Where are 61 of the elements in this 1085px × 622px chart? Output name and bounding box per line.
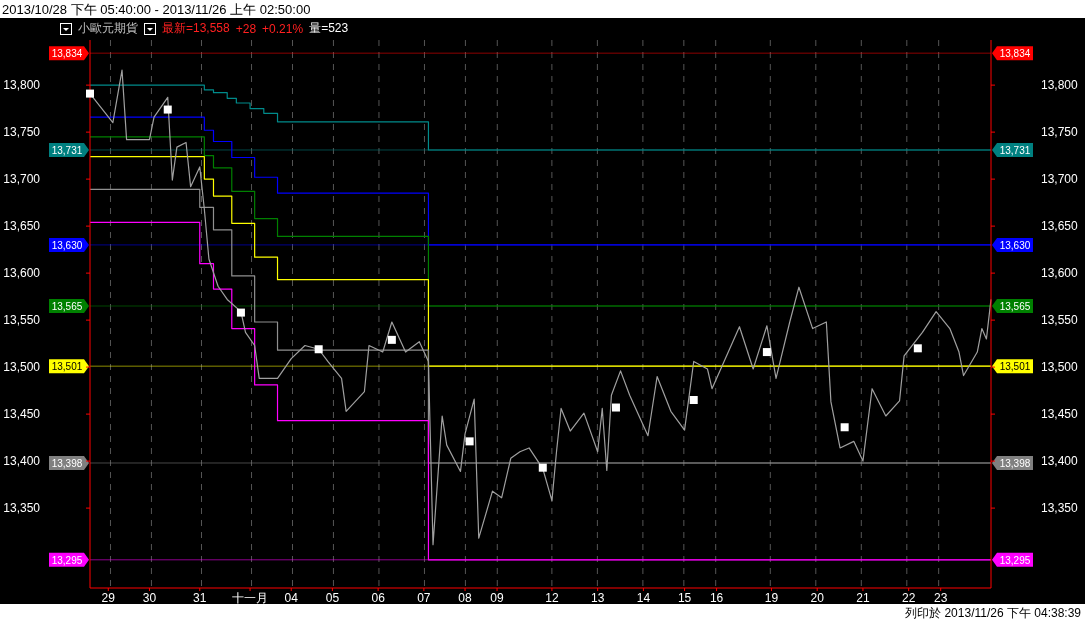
y-tick-label: 13,400 bbox=[3, 454, 41, 469]
x-tick-label: 16 bbox=[709, 590, 724, 605]
y2-tick-label: 13,400 bbox=[1041, 454, 1079, 469]
ref-line-label: 13,565 bbox=[51, 301, 83, 313]
chart-title: 2013/10/28 下午 05:40:00 - 2013/11/26 上午 02:50:00 bbox=[2, 1, 311, 19]
x-tick-label: 12 bbox=[545, 590, 559, 605]
x-tick-label: 14 bbox=[636, 590, 651, 605]
y2-tick-label: 13,650 bbox=[1041, 219, 1079, 234]
x-tick-label: 07 bbox=[417, 590, 431, 605]
x-tick-label: 22 bbox=[902, 590, 916, 605]
y2-tick-label: 13,700 bbox=[1041, 172, 1079, 187]
text: 13,501 bbox=[999, 361, 1031, 373]
y-tick-label: 13,500 bbox=[3, 360, 41, 375]
ref-line-label: 13,501 bbox=[51, 361, 83, 373]
x-tick-label: 05 bbox=[325, 590, 340, 605]
y2-tick-label: 13,500 bbox=[1041, 360, 1079, 375]
y-tick-label: 13,600 bbox=[3, 266, 41, 281]
text: 13,565 bbox=[999, 301, 1031, 313]
y2-tick-label: 13,800 bbox=[1041, 78, 1079, 93]
text: 最新=13,558 bbox=[162, 20, 230, 37]
x-tick-label: 30 bbox=[142, 590, 157, 605]
y-tick-label: 13,750 bbox=[3, 125, 41, 140]
x-tick-label: 31 bbox=[193, 590, 207, 605]
text: +28 bbox=[235, 21, 257, 36]
x-tick-label: 29 bbox=[101, 590, 116, 605]
x-tick-label: 06 bbox=[371, 590, 386, 605]
x-tick-label: 19 bbox=[764, 590, 779, 605]
ref-line-label: 13,834 bbox=[51, 48, 83, 60]
y2-tick-label: 13,750 bbox=[1041, 125, 1079, 140]
ref-line-label: 13,398 bbox=[51, 457, 83, 469]
text: 13,731 bbox=[999, 144, 1031, 156]
y2-tick-label: 13,600 bbox=[1041, 266, 1079, 281]
y2-tick-label: 13,450 bbox=[1041, 407, 1079, 422]
text: +0.21% bbox=[262, 21, 304, 36]
ref-line-label: 13,731 bbox=[51, 144, 83, 156]
text: 13,834 bbox=[999, 48, 1031, 60]
y-tick-label: 13,650 bbox=[3, 219, 41, 234]
y2-tick-label: 13,550 bbox=[1041, 313, 1079, 328]
x-tick-label: 15 bbox=[677, 590, 692, 605]
x-tick-label: 20 bbox=[810, 590, 825, 605]
text: 列印於 2013/11/26 下午 04:38:39 bbox=[905, 606, 1081, 620]
x-tick-label: 21 bbox=[856, 590, 870, 605]
text: 13,630 bbox=[999, 239, 1031, 251]
x-tick-label: 23 bbox=[934, 590, 948, 605]
y-tick-label: 13,700 bbox=[3, 172, 41, 187]
text: 量=523 bbox=[309, 20, 349, 37]
y-tick-label: 13,350 bbox=[3, 501, 41, 516]
x-tick-label: 04 bbox=[284, 590, 299, 605]
y-tick-label: 13,800 bbox=[3, 78, 41, 93]
y-tick-label: 13,550 bbox=[3, 313, 41, 328]
chart-subtitle: 小歐元期貨 bbox=[78, 20, 138, 37]
x-tick-label: 13 bbox=[590, 590, 605, 605]
x-tick-label: 08 bbox=[458, 590, 473, 605]
text: 13,295 bbox=[999, 554, 1031, 566]
ref-line-label: 13,630 bbox=[51, 239, 83, 251]
text: 13,398 bbox=[999, 457, 1031, 469]
x-tick-label: 十一月 bbox=[232, 590, 269, 605]
y-tick-label: 13,450 bbox=[3, 407, 41, 422]
ref-line-label: 13,295 bbox=[51, 554, 83, 566]
y2-tick-label: 13,350 bbox=[1041, 501, 1079, 516]
x-tick-label: 09 bbox=[490, 590, 505, 605]
